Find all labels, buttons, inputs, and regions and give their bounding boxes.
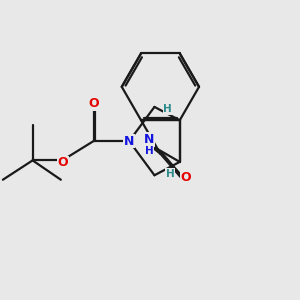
Text: H: H — [145, 146, 154, 157]
Text: O: O — [181, 171, 191, 184]
Text: H: H — [164, 104, 172, 114]
Text: O: O — [88, 98, 99, 110]
Text: H: H — [166, 169, 175, 179]
Text: N: N — [144, 133, 154, 146]
Text: O: O — [58, 156, 68, 169]
Text: N: N — [124, 135, 134, 148]
